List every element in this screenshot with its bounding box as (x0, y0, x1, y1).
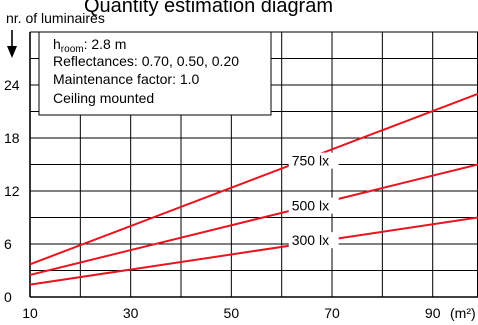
chart-title: Quantity estimation diagram (84, 0, 333, 17)
info-reflectances: Reflectances: 0.70, 0.50, 0.20 (53, 53, 239, 69)
y-tick-label: 24 (4, 77, 20, 93)
x-tick-label: 30 (123, 305, 139, 321)
y-tick-label: 12 (4, 183, 20, 199)
info-box: hroom: 2.8 m Reflectances: 0.70, 0.50, 0… (38, 31, 272, 116)
series-line (29, 92, 478, 266)
series-line (29, 163, 478, 276)
y-tick-label: 6 (4, 236, 12, 252)
y-tick-label: 18 (4, 130, 20, 146)
series-label-bg (288, 232, 339, 249)
x-tick-label: 10 (22, 305, 38, 321)
x-axis-unit: (m²) (450, 305, 476, 321)
x-tick-label: 90 (425, 305, 441, 321)
series-line (29, 216, 478, 286)
series-label-bg (288, 152, 339, 169)
y-axis-label: nr. of luminaires (6, 10, 105, 26)
axis-ticks: 0 6 12 18 24 10 30 50 70 90 (4, 77, 441, 321)
info-room-height: hroom: 2.8 m (53, 36, 126, 55)
down-arrow-icon (7, 30, 17, 58)
series-label: 750 lx (292, 153, 329, 169)
info-mounting: Ceiling mounted (53, 90, 154, 106)
y-tick-label: 0 (4, 289, 12, 305)
series-label-bg (288, 197, 339, 214)
series-label: 500 lx (292, 198, 329, 214)
series-labels: 750 lx 500 lx 300 lx (288, 152, 339, 249)
info-maintenance-factor: Maintenance factor: 1.0 (53, 71, 200, 87)
x-tick-label: 70 (324, 305, 340, 321)
series-label: 300 lx (292, 232, 329, 248)
x-tick-label: 50 (224, 305, 240, 321)
series-lines (29, 92, 478, 286)
